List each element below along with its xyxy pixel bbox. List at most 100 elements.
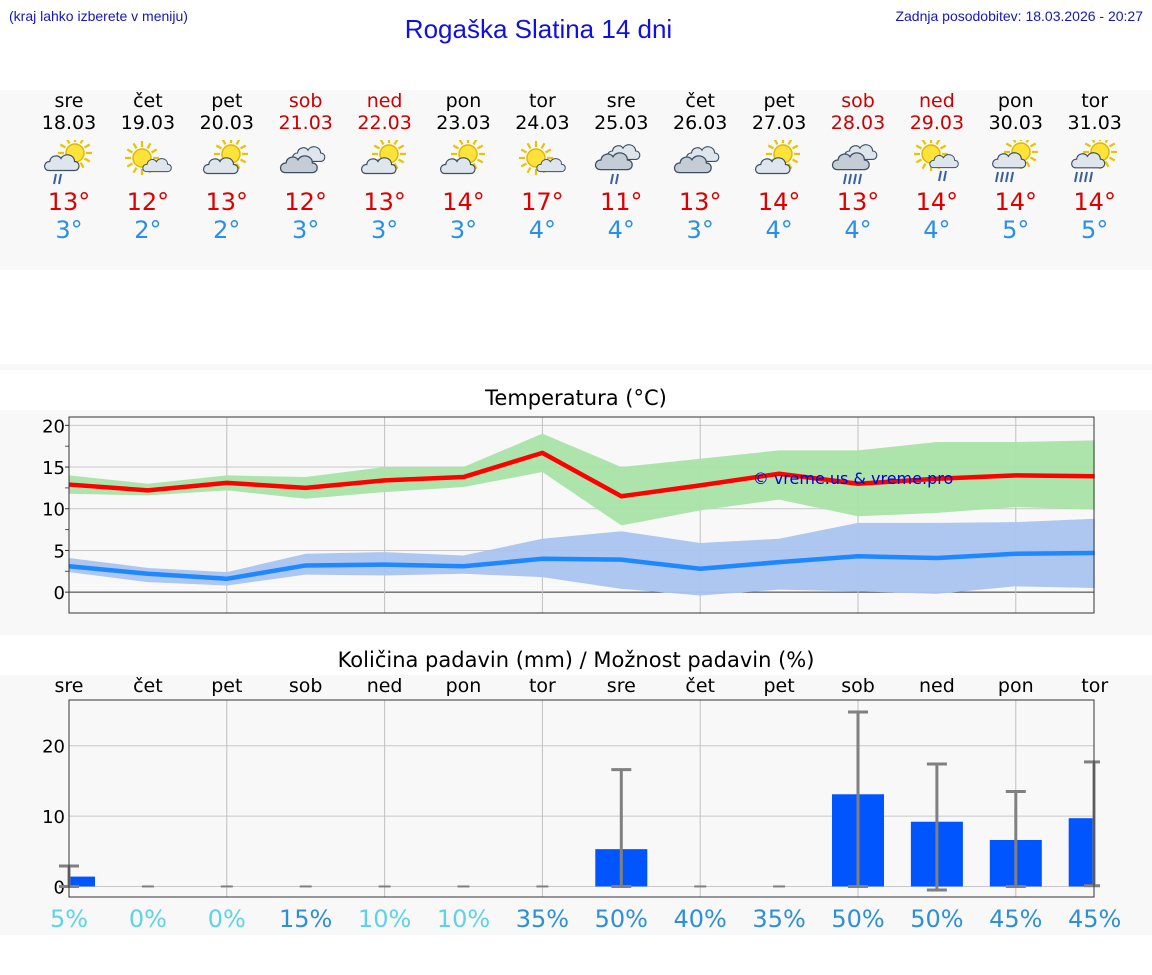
- min-temp: 4°: [765, 216, 793, 244]
- max-temp: 14°: [994, 188, 1038, 216]
- day-date: 30.03: [988, 112, 1043, 134]
- cloudy-rain-icon: [831, 144, 878, 185]
- day-column: sre 25.03 11° 4°: [581, 90, 661, 244]
- y-tick-label: 10: [42, 807, 65, 828]
- day-column: pon 30.03 14° 5°: [976, 90, 1056, 244]
- plot-frame: [68, 416, 1095, 614]
- min-temp: 5°: [1081, 216, 1109, 244]
- cloud-shape: [279, 155, 318, 174]
- day-name: ned: [918, 90, 955, 112]
- last-updated: Zadnja posodobitev: 18.03.2026 - 20:27: [895, 8, 1143, 24]
- day-name: pet: [211, 90, 243, 112]
- precip-probability: 35%: [752, 905, 805, 933]
- partly-cloudy-icon: [360, 140, 406, 175]
- max-temp: 17°: [521, 188, 564, 216]
- max-temp: 14°: [1073, 188, 1116, 216]
- precip-probability: 10%: [437, 905, 490, 933]
- precip-bar: [69, 876, 95, 887]
- x-category-label: sre: [607, 675, 636, 697]
- partly-cloudy-icon: [202, 140, 248, 175]
- precip-probability: 50%: [831, 905, 884, 933]
- max-temp: 13°: [678, 188, 722, 216]
- rain-shape: [843, 173, 862, 185]
- day-column: pet 20.03 13° 2°: [187, 90, 267, 244]
- cloud-shape: [360, 157, 397, 175]
- min-temp: 3°: [449, 216, 478, 244]
- precip-probability: 45%: [989, 905, 1042, 933]
- min-temp: 4°: [923, 216, 951, 244]
- y-tick-label: 20: [42, 737, 65, 758]
- cloud-shape: [831, 152, 870, 171]
- cloud-shape: [991, 152, 1027, 169]
- min-temp-line: [68, 550, 1095, 582]
- precip-probability: 0%: [208, 905, 246, 933]
- cloud-shape: [674, 155, 713, 174]
- day-date: 27.03: [751, 112, 807, 134]
- max-temp: 11°: [600, 188, 643, 216]
- day-name: pon: [997, 90, 1034, 112]
- partly-cloudy-icon: [439, 140, 485, 175]
- y-tick-label: 0: [54, 583, 65, 604]
- day-date: 24.03: [515, 112, 570, 134]
- day-date: 29.03: [909, 112, 965, 134]
- day-date: 26.03: [672, 112, 728, 134]
- day-date: 25.03: [594, 112, 649, 134]
- watermark: © vreme.us & vreme.pro: [753, 469, 954, 488]
- precip-probability: 35%: [516, 905, 569, 933]
- x-category-label: ned: [919, 675, 955, 697]
- min-temp: 4°: [528, 216, 557, 244]
- partly-cloudy-rain-icon: [1070, 140, 1117, 183]
- min-temp: 3°: [55, 216, 83, 244]
- min-temp: 5°: [1002, 216, 1030, 244]
- x-category-label: sob: [841, 675, 875, 697]
- day-column: ned 22.03 13° 3°: [345, 90, 425, 244]
- x-category-label: pet: [211, 675, 242, 697]
- sunny-small-cloud-icon: [124, 141, 172, 175]
- min-temp: 4°: [844, 216, 872, 244]
- plot-frame: [68, 699, 1095, 898]
- separator-band: [0, 364, 1152, 370]
- x-category-label: sob: [289, 675, 323, 697]
- day-column: tor 31.03 14° 5°: [1055, 90, 1135, 244]
- precip-probability: 15%: [279, 905, 332, 933]
- day-column: tor 24.03 17° 4°: [502, 90, 582, 244]
- rain-shape: [610, 173, 620, 185]
- max-temp: 13°: [205, 188, 249, 216]
- temperature-chart-title: Temperatura (°C): [485, 386, 667, 410]
- day-date: 18.03: [41, 112, 97, 134]
- day-column: ned 29.03 14° 4°: [897, 90, 977, 244]
- x-category-label: pon: [446, 675, 482, 697]
- cloud-shape: [439, 157, 476, 175]
- precip-probability: 0%: [129, 905, 167, 933]
- day-column: sob 28.03 13° 4°: [818, 90, 898, 244]
- x-category-label: čet: [133, 675, 163, 697]
- y-tick-label: 5: [54, 541, 65, 562]
- precipitation-chart-title: Količina padavin (mm) / Možnost padavin …: [337, 648, 815, 672]
- day-column: pet 27.03 14° 4°: [739, 90, 819, 244]
- day-column: sre 18.03 13° 3°: [29, 90, 109, 244]
- cloud-shape: [536, 158, 567, 173]
- day-date: 31.03: [1067, 112, 1122, 134]
- max-temp: 13°: [836, 188, 880, 216]
- cloud-shape: [1070, 152, 1105, 169]
- x-category-label: pon: [998, 675, 1034, 697]
- day-name: sre: [606, 90, 636, 112]
- day-name: sre: [54, 90, 84, 112]
- precip-probability: 40%: [674, 905, 727, 933]
- x-category-label: pet: [763, 675, 794, 697]
- max-temp: 14°: [757, 188, 801, 216]
- min-temp: 4°: [607, 216, 635, 244]
- day-column: čet 19.03 12° 2°: [108, 90, 188, 244]
- forecast-days: sre 18.03 13° 3° čet 19.03 12° 2° pet 20.03 13° 2° s…: [0, 90, 1152, 270]
- day-name: pet: [763, 90, 795, 112]
- cloud-shape: [202, 157, 239, 175]
- rain-shape: [1073, 171, 1093, 183]
- min-temp: 2°: [213, 216, 241, 244]
- day-date: 20.03: [199, 112, 254, 134]
- min-temp: 2°: [134, 216, 162, 244]
- x-category-label: ned: [367, 675, 403, 697]
- precipitation-chart: sre čet pet sob ned pon tor sre čet pet sob ned pon t…: [42, 675, 1121, 933]
- y-tick-label: 10: [42, 500, 65, 521]
- x-category-label: tor: [1081, 675, 1108, 697]
- day-name: čet: [685, 90, 715, 112]
